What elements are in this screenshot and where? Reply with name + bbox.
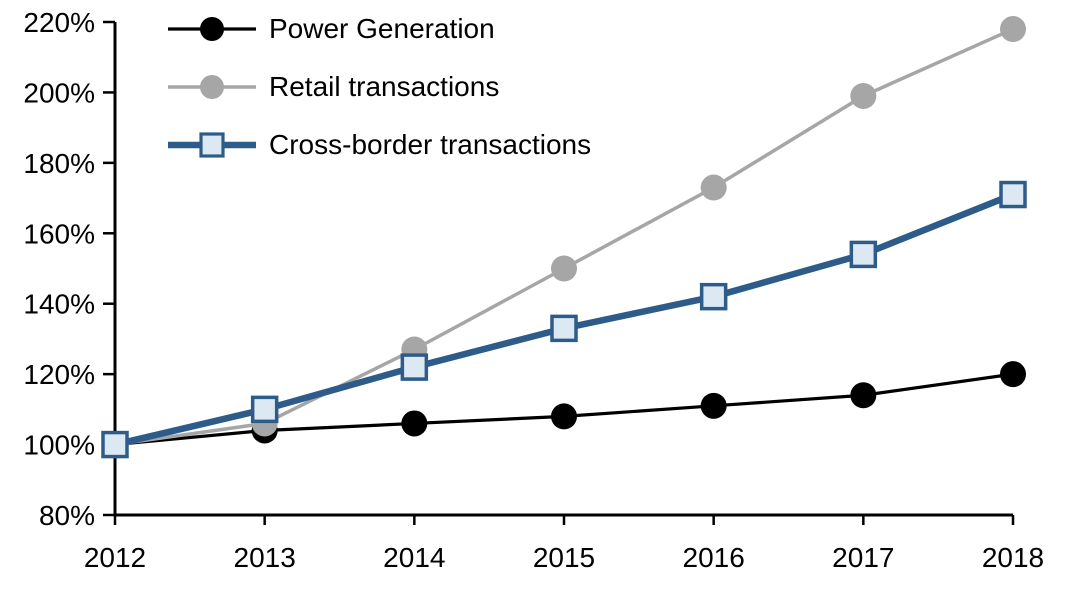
y-tick-label: 120% bbox=[23, 359, 95, 390]
legend-item-retail-transactions: Retail transactions bbox=[168, 69, 591, 105]
data-point-marker bbox=[699, 282, 728, 311]
legend-label-power-generation: Power Generation bbox=[269, 13, 495, 44]
data-point-marker bbox=[401, 410, 428, 437]
data-point-marker bbox=[1000, 16, 1026, 43]
data-point-marker bbox=[400, 353, 429, 381]
data-point-marker bbox=[1000, 361, 1026, 388]
data-point-marker bbox=[850, 382, 877, 409]
y-tick-label: 220% bbox=[23, 7, 95, 38]
data-point-marker bbox=[551, 255, 577, 282]
x-tick-label: 2018 bbox=[982, 542, 1044, 573]
retail-transactions-series-marker-icon bbox=[168, 75, 256, 99]
x-tick-label: 2017 bbox=[832, 542, 894, 573]
data-point-marker bbox=[700, 392, 727, 419]
power-generation-series-marker-icon bbox=[168, 17, 256, 41]
y-tick-label: 140% bbox=[23, 289, 95, 320]
x-tick-label: 2012 bbox=[84, 542, 146, 573]
y-tick-label: 160% bbox=[23, 218, 95, 249]
legend-label-retail-transactions: Retail transactions bbox=[269, 71, 500, 102]
series-cross-border-transactions bbox=[101, 180, 1027, 459]
y-tick-label: 200% bbox=[23, 77, 95, 108]
legend-item-cross-border-transactions: Cross-border transactions bbox=[168, 127, 591, 163]
x-tick-label: 2015 bbox=[533, 542, 595, 573]
x-tick-label: 2014 bbox=[383, 542, 445, 573]
data-point-marker bbox=[101, 430, 129, 459]
data-point-marker bbox=[850, 82, 877, 109]
y-tick-label: 80% bbox=[39, 500, 95, 531]
x-tick-label: 2016 bbox=[683, 542, 745, 573]
series-power-generation bbox=[102, 361, 1026, 458]
legend: Power Generation Retail transactions Cro… bbox=[168, 11, 591, 163]
data-point-marker bbox=[999, 180, 1027, 209]
x-tick-label: 2013 bbox=[234, 542, 296, 573]
data-point-marker bbox=[849, 240, 878, 269]
data-point-marker bbox=[550, 314, 578, 343]
data-point-marker bbox=[250, 395, 279, 424]
legend-label-cross-border-transactions: Cross-border transactions bbox=[269, 129, 592, 160]
y-tick-label: 180% bbox=[23, 148, 95, 179]
y-tick-label: 100% bbox=[23, 430, 95, 461]
data-point-marker bbox=[551, 403, 577, 430]
data-point-marker bbox=[700, 174, 727, 201]
cross-border-transactions-series-marker-icon bbox=[168, 132, 256, 158]
legend-item-power-generation: Power Generation bbox=[168, 11, 591, 47]
